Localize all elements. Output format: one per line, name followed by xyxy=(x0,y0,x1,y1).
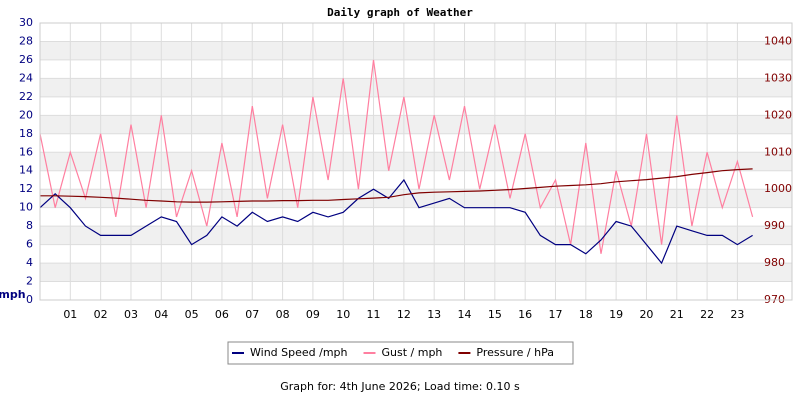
x-tick-label: 03 xyxy=(124,308,138,321)
x-tick-label: 10 xyxy=(336,308,350,321)
x-tick-label: 20 xyxy=(639,308,653,321)
y-tick-label: 20 xyxy=(19,108,33,121)
x-tick-label: 18 xyxy=(579,308,593,321)
legend-label: Gust / mph xyxy=(382,346,443,359)
grid-band xyxy=(40,263,792,282)
y2-tick-label: 1020 xyxy=(764,108,792,121)
footer: Graph for: 4th June 2026; Load time: 0.1… xyxy=(280,380,520,393)
grid-band xyxy=(40,152,792,171)
chart-title: Daily graph of Weather xyxy=(327,6,473,19)
grid-band xyxy=(40,78,792,97)
y-tick-label: 8 xyxy=(26,219,33,232)
x-tick-label: 13 xyxy=(427,308,441,321)
x-tick-label: 14 xyxy=(458,308,472,321)
legend-box xyxy=(227,341,574,365)
y-tick-label: 22 xyxy=(19,90,33,103)
y-tick-label: 24 xyxy=(19,71,33,84)
x-tick-label: 08 xyxy=(276,308,290,321)
y2-tick-label: 1000 xyxy=(764,182,792,195)
x-tick-label: 02 xyxy=(94,308,108,321)
y-tick-label: 10 xyxy=(19,201,33,214)
x-tick-label: 06 xyxy=(215,308,229,321)
series-line xyxy=(39,178,753,265)
x-tick-label: 19 xyxy=(609,308,623,321)
x-tick-label: 05 xyxy=(185,308,199,321)
x-tick-label: 22 xyxy=(700,308,714,321)
y-tick-label: 30 xyxy=(19,16,33,29)
plot-border xyxy=(39,22,793,301)
x-tick-label: 16 xyxy=(518,308,532,321)
y-tick-label: 28 xyxy=(19,34,33,47)
y-tick-label: 16 xyxy=(19,145,33,158)
y2-tick-label: 980 xyxy=(764,256,785,269)
x-tick-label: 01 xyxy=(63,308,77,321)
x-tick-label: 11 xyxy=(367,308,381,321)
y-axis-label: mph xyxy=(0,288,26,301)
y-tick-label: 14 xyxy=(19,164,33,177)
x-tick-label: 04 xyxy=(154,308,168,321)
y2-tick-label: 1030 xyxy=(764,71,792,84)
grid-band xyxy=(40,115,792,134)
series-line xyxy=(40,168,753,203)
x-tick-label: 09 xyxy=(306,308,320,321)
y2-tick-label: 1040 xyxy=(764,34,792,47)
legend-label: Pressure / hPa xyxy=(476,346,554,359)
y-tick-label: 18 xyxy=(19,127,33,140)
x-tick-label: 23 xyxy=(730,308,744,321)
y2-tick-label: 1010 xyxy=(764,145,792,158)
x-tick-label: 12 xyxy=(397,308,411,321)
grid-band xyxy=(40,226,792,245)
y-tick-label: 12 xyxy=(19,182,33,195)
legend-label: Wind Speed /mph xyxy=(250,346,348,359)
y-tick-label: 0 xyxy=(26,293,33,306)
y-tick-label: 2 xyxy=(26,275,33,288)
grid-band xyxy=(40,189,792,208)
x-tick-label: 17 xyxy=(548,308,562,321)
x-tick-label: 15 xyxy=(488,308,502,321)
series-line xyxy=(39,59,754,254)
x-tick-label: 21 xyxy=(670,308,684,321)
grid-band xyxy=(40,41,792,60)
y-tick-label: 6 xyxy=(26,238,33,251)
y-tick-label: 4 xyxy=(26,256,33,269)
x-tick-label: 07 xyxy=(245,308,259,321)
y-tick-label: 26 xyxy=(19,53,33,66)
y2-tick-label: 990 xyxy=(764,219,785,232)
